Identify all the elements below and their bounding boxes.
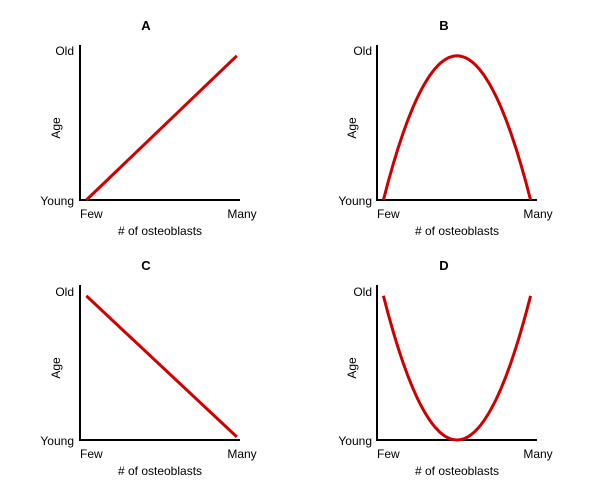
panel-d-x-tick-left: Few: [377, 447, 400, 461]
panel-b-x-axis-label: # of osteoblasts: [415, 224, 499, 238]
panel-c-y-tick-top: Old: [55, 285, 74, 299]
panel-c-y-tick-bottom: Young: [40, 434, 74, 448]
panel-d-title: D: [439, 258, 448, 273]
panel-c-x-tick-left: Few: [80, 447, 103, 461]
panel-d-y-tick-bottom: Young: [338, 434, 372, 448]
panel-b-title: B: [439, 18, 448, 33]
panel-a-y-tick-bottom: Young: [40, 194, 74, 208]
panel-d-curve: [381, 295, 533, 442]
panel-b-x-tick-right: Many: [523, 207, 552, 221]
panel-c-curve: [85, 294, 238, 438]
panel-d-x-tick-right: Many: [523, 447, 552, 461]
panel-a-x-tick-left: Few: [80, 207, 103, 221]
panel-b-y-tick-bottom: Young: [338, 194, 372, 208]
panel-a-curve: [85, 54, 238, 202]
panel-b-y-tick-top: Old: [353, 44, 372, 58]
panel-a-y-tick-top: Old: [55, 44, 74, 58]
panel-d: D Old Young Age Few Many # of osteoblast…: [338, 258, 552, 478]
panel-d-y-tick-top: Old: [353, 285, 372, 299]
panel-a-title: A: [141, 18, 151, 33]
panel-b-y-axis-label: Age: [345, 117, 359, 139]
panel-a-y-axis-label: Age: [49, 117, 63, 139]
panel-d-x-axis-label: # of osteoblasts: [415, 464, 499, 478]
panel-b-curve: [381, 54, 533, 201]
panel-c-x-tick-right: Many: [227, 447, 256, 461]
panel-c-title: C: [141, 258, 151, 273]
panel-b-x-tick-left: Few: [377, 207, 400, 221]
panel-d-y-axis-label: Age: [345, 357, 359, 379]
panel-c: C Old Young Age Few Many # of osteoblast…: [40, 258, 256, 478]
panel-b: B Old Young Age Few Many # of osteoblast…: [338, 18, 552, 238]
panel-a-x-axis-label: # of osteoblasts: [118, 224, 202, 238]
panel-c-y-axis-label: Age: [49, 357, 63, 379]
panel-a: A Old Young Age Few Many # of osteoblast…: [40, 18, 256, 238]
panel-c-x-axis-label: # of osteoblasts: [118, 464, 202, 478]
panel-a-x-tick-right: Many: [227, 207, 256, 221]
